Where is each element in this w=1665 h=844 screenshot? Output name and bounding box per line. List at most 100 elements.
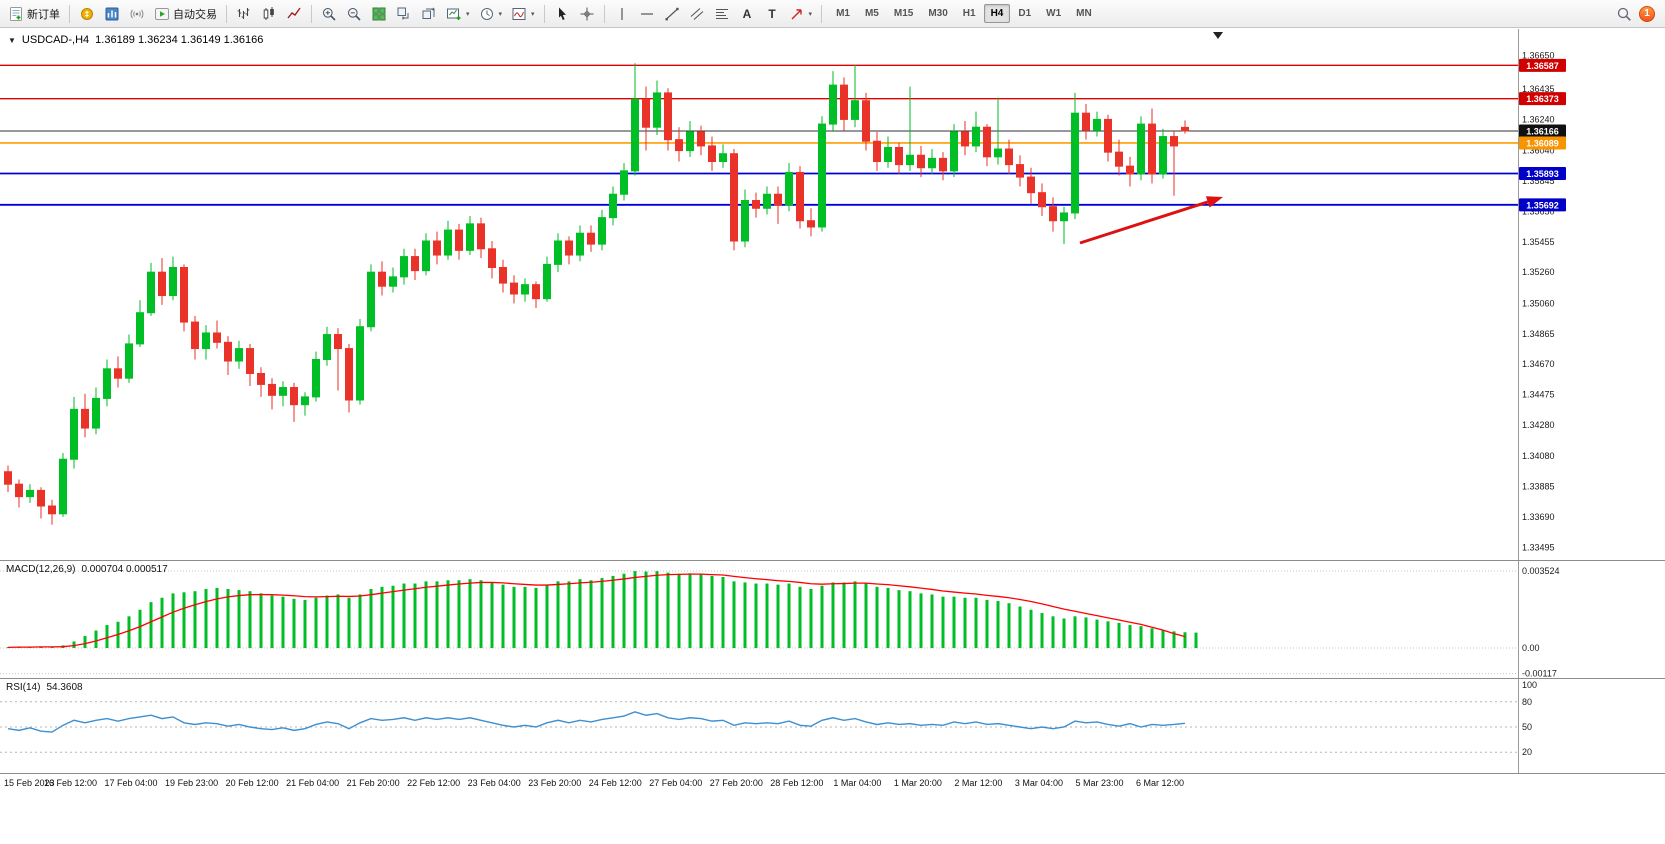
fibonacci-tool-button[interactable] [710, 3, 734, 25]
svg-text:100: 100 [1522, 680, 1537, 690]
candle-body [202, 332, 210, 350]
channel-tool-button[interactable] [685, 3, 709, 25]
zoom-out-button[interactable] [342, 3, 366, 25]
chevron-down-icon: ▾ [498, 10, 503, 18]
label-tool-button[interactable]: T [760, 3, 784, 25]
candle-body [499, 267, 507, 284]
candle-body [752, 199, 760, 209]
main-toolbar: 新订单 自动交易 [0, 0, 1665, 28]
timeframe-M15[interactable]: M15 [893, 8, 914, 19]
candle-body [576, 232, 584, 256]
search-button[interactable] [1612, 3, 1636, 25]
charts-list-button[interactable] [100, 3, 124, 25]
line-chart-button[interactable] [282, 3, 306, 25]
chart-period-button[interactable]: ▾ [475, 3, 507, 25]
macd-indicator-canvas[interactable]: 0.003524 0.00 -0.00117 [0, 560, 1665, 678]
timeframe-H1[interactable]: H1 [962, 8, 976, 19]
candle-body [1126, 165, 1134, 175]
crosshair-tool-button[interactable] [575, 3, 599, 25]
macd-bar [611, 575, 615, 648]
horizontal-line-tool-button[interactable] [635, 3, 659, 25]
candle-body [48, 505, 56, 515]
price-axis[interactable]: 1.36650 1.36435 1.36240 1.36040 1.35845 1.356… [1522, 51, 1555, 553]
candle-body [378, 271, 386, 287]
candles-chart-button[interactable] [257, 3, 281, 25]
macd-bar [336, 594, 340, 648]
svg-text:20: 20 [1522, 747, 1532, 757]
candle-body [444, 229, 452, 256]
main-price-chart-canvas[interactable]: 1.36650 1.36435 1.36240 1.36040 1.35845 1.356… [0, 29, 1665, 560]
market-watch-button[interactable] [75, 3, 99, 25]
macd-bar [512, 586, 516, 648]
time-axis-label: 21 Feb 04:00 [286, 778, 340, 788]
indicators-button[interactable]: ▾ [507, 3, 539, 25]
candle-body [180, 267, 188, 323]
auto-trading-button[interactable]: 自动交易 [150, 3, 221, 25]
new-order-button[interactable]: 新订单 [4, 3, 64, 25]
macd-bar [589, 580, 593, 648]
annotation-arrow[interactable] [1079, 196, 1223, 245]
macd-bar [83, 635, 87, 648]
timeframe-W1[interactable]: W1 [1046, 8, 1062, 19]
macd-bar [952, 596, 956, 648]
svg-text:1.33690: 1.33690 [1522, 512, 1555, 522]
time-axis-label: 15 Feb 2023 [4, 778, 55, 788]
macd-bar [435, 581, 439, 648]
timeframe-H4[interactable]: H4 [983, 4, 1011, 23]
macd-bar [710, 575, 714, 648]
macd-bar [1106, 621, 1110, 648]
candle-body [125, 343, 133, 379]
community-button[interactable] [125, 3, 149, 25]
arrange-windows-button[interactable] [392, 3, 416, 25]
arrows-tool-button[interactable]: ▾ [785, 3, 817, 25]
candle-body [763, 193, 771, 209]
candle-body [664, 92, 672, 141]
timeframe-M30[interactable]: M30 [928, 8, 948, 19]
auto-trading-label: 自动交易 [173, 8, 217, 21]
macd-bar [677, 573, 681, 648]
candle-body [1082, 112, 1090, 131]
bars-chart-button[interactable] [232, 3, 256, 25]
trendline-tool-button[interactable] [660, 3, 684, 25]
timeframe-M5[interactable]: M5 [864, 8, 879, 19]
candle-body [1049, 206, 1057, 222]
notification-badge[interactable]: 1 [1639, 5, 1655, 22]
macd-bar [226, 589, 230, 648]
candle-body [1137, 123, 1145, 175]
candle-body [169, 267, 177, 297]
timeframe-M1[interactable]: M1 [836, 8, 850, 19]
candle-body [411, 256, 419, 272]
candle-body [1071, 112, 1079, 214]
timeframe-D1[interactable]: D1 [1018, 8, 1032, 19]
object-list-triangle-icon[interactable]: ▼ [8, 35, 16, 45]
vertical-line-tool-button[interactable] [610, 3, 634, 25]
svg-text:1.36587: 1.36587 [1526, 61, 1559, 71]
candle-body [774, 193, 782, 206]
candle-body [466, 223, 474, 251]
cursor-tool-button[interactable] [550, 3, 574, 25]
chart-shift-marker[interactable] [1213, 32, 1223, 39]
candle-body [1027, 176, 1035, 194]
macd-bar [127, 616, 131, 648]
macd-bar [1150, 628, 1154, 648]
chevron-down-icon: ▾ [808, 10, 813, 18]
cursor-icon [558, 7, 566, 20]
macd-bar [1194, 632, 1198, 648]
text-tool-button[interactable]: A [735, 3, 759, 25]
macd-bar [633, 571, 637, 648]
zoom-in-button[interactable] [317, 3, 341, 25]
svg-text:1.36435: 1.36435 [1522, 84, 1555, 94]
cascade-windows-button[interactable] [417, 3, 441, 25]
candle-body [1038, 192, 1046, 208]
macd-bar [831, 582, 835, 648]
time-axis-label: 1 Mar 20:00 [893, 778, 942, 788]
macd-bar [699, 574, 703, 648]
new-chart-button[interactable]: ▾ [442, 3, 474, 25]
tile-windows-button[interactable] [367, 3, 391, 25]
svg-text:1.36166: 1.36166 [1526, 126, 1559, 136]
timeframe-MN[interactable]: MN [1076, 8, 1092, 19]
macd-bar [446, 580, 450, 648]
candle-body [510, 282, 518, 295]
rsi-indicator-canvas[interactable]: 100 80 50 20 [0, 678, 1665, 773]
time-axis[interactable]: 15 Feb 2023 16 Feb 12:00 17 Feb 04:00 19 Fe… [0, 773, 1665, 795]
